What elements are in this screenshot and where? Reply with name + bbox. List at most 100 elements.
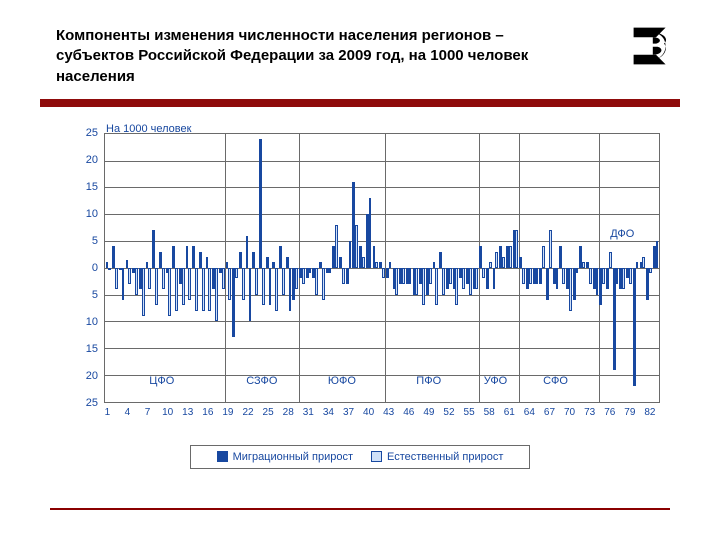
bar-migration [339,257,342,268]
bar-migration [159,252,162,268]
y-tick-label: 25 [70,397,98,409]
legend: Миграционный прирост Естественный прирос… [190,445,530,469]
bar-natural [335,225,338,268]
bar-migration [546,268,549,300]
bar-natural [489,262,492,267]
bar-natural [315,268,318,295]
bar-natural [509,246,512,267]
divider-bar [40,99,680,107]
bar-natural [362,257,365,268]
bar-natural [282,268,285,295]
x-tick-label: 40 [363,407,374,418]
bar-natural [502,257,505,268]
bar-natural [349,241,352,268]
x-tick-label: 13 [182,407,193,418]
bar-natural [289,268,292,311]
bar-natural [269,268,272,306]
x-tick-label: 46 [403,407,414,418]
x-tick-label: 43 [383,407,394,418]
bar-natural [175,268,178,311]
bar-natural [602,268,605,284]
bar-natural [382,268,385,279]
bar-migration [266,257,269,268]
bar-migration [192,246,195,267]
bar-migration [206,257,209,268]
legend-label-natural: Естественный прирост [387,451,503,463]
x-tick-label: 25 [263,407,274,418]
page-title: Компоненты изменения численности населен… [56,26,556,87]
bar-natural [162,268,165,289]
bar-natural [629,268,632,284]
y-tick-label: 10 [70,208,98,220]
bar-natural [395,268,398,295]
x-tick-label: 19 [222,407,233,418]
bar-natural [202,268,205,311]
bar-migration [606,268,609,289]
x-tick-label: 16 [202,407,213,418]
bar-migration [239,252,242,268]
bar-natural [482,268,485,279]
bar-natural [228,268,231,300]
region-label: СФО [543,375,568,387]
y-tick-label: 20 [70,154,98,166]
y-tick-label: 20 [70,370,98,382]
bar-natural [255,268,258,295]
bar-natural [449,268,452,284]
bar-natural [549,230,552,268]
x-tick-label: 58 [484,407,495,418]
bar-natural [649,268,652,273]
y-tick-label: 0 [70,262,98,274]
bar-natural [309,268,312,273]
bar-natural [642,257,645,268]
x-tick-label: 67 [544,407,555,418]
region-label: УФО [484,375,508,387]
bar-natural [462,268,465,289]
bar-natural [409,268,412,284]
bar-natural [562,268,565,284]
bar-natural [429,268,432,284]
bar-natural [182,268,185,306]
x-tick-label: 76 [604,407,615,418]
bar-migration [126,260,129,268]
bar-natural [302,268,305,284]
bar-natural [208,268,211,311]
footer-rule [50,508,670,510]
bar-natural [589,268,592,284]
y-tick-label: 5 [70,235,98,247]
bar-migration [286,257,289,268]
bar-natural [235,268,238,279]
bar-natural [242,268,245,300]
bar-migration [259,139,262,268]
bar-migration [172,246,175,267]
bar-natural [142,268,145,316]
x-tick-label: 1 [105,407,111,418]
bar-natural [262,268,265,306]
x-tick-label: 31 [303,407,314,418]
bar-natural [188,268,191,300]
bar-natural [168,268,171,316]
plot-area: ЦФОСЗФОЮФОПФОУФОСФОДФО [104,133,660,403]
bar-natural [115,268,118,289]
bar-migration [486,268,489,289]
region-label: СЗФО [246,375,277,387]
bar-natural [369,198,372,268]
legend-item-natural: Естественный прирост [371,451,503,463]
bar-natural [475,268,478,289]
x-tick-label: 79 [624,407,635,418]
x-tick-label: 64 [524,407,535,418]
bar-migration [479,246,482,267]
x-tick-label: 28 [283,407,294,418]
region-label: ЮФО [328,375,356,387]
bar-natural [636,262,639,267]
bar-natural [622,268,625,289]
x-tick-label: 52 [443,407,454,418]
x-tick-label: 82 [644,407,655,418]
bar-migration [346,268,349,284]
bar-natural [275,268,278,311]
bar-natural [596,268,599,295]
bar-natural [542,246,545,267]
bar-natural [148,268,151,289]
bar-natural [108,268,111,270]
bar-migration [493,268,496,289]
x-tick-label: 10 [162,407,173,418]
